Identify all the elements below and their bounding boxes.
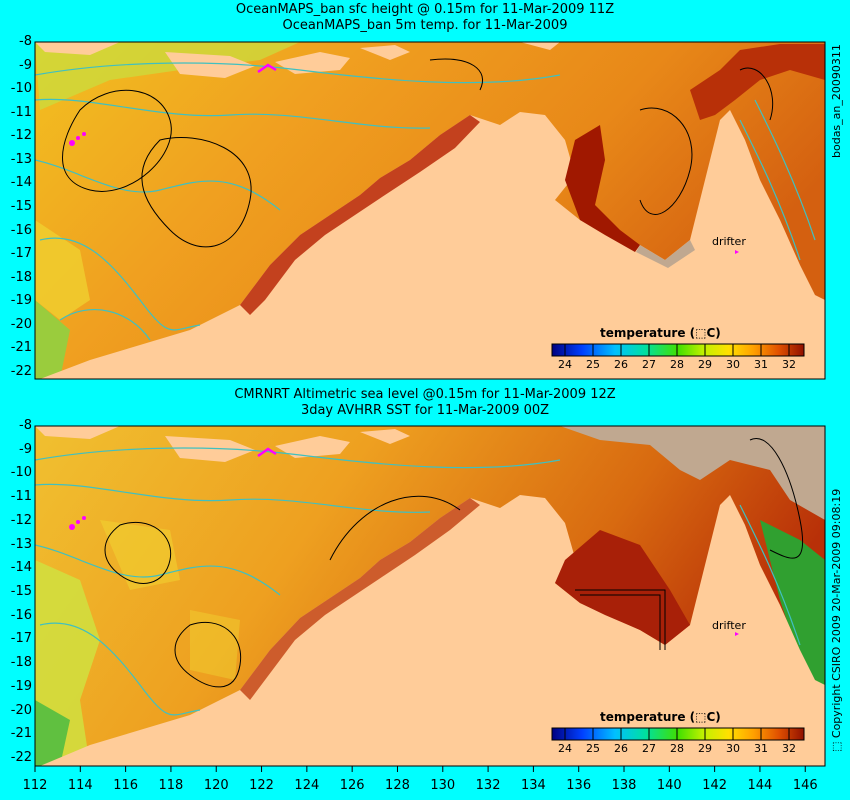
bottom-y-tick-label: -10 <box>10 465 32 481</box>
x-tick-label: 116 <box>113 778 139 793</box>
top-y-tick-label: -13 <box>10 151 32 167</box>
top-y-tick-label: -15 <box>10 199 32 214</box>
x-tick-label: 144 <box>747 778 773 793</box>
x-tick-label: 136 <box>566 778 592 793</box>
x-tick-label: 126 <box>339 778 365 793</box>
bottom-cyan-contours <box>35 447 801 716</box>
top-colorbar-tick-label: 29 <box>698 358 712 371</box>
top-y-tick-label: -12 <box>10 128 32 144</box>
x-tick-label: 138 <box>611 778 637 793</box>
top-drifter-track <box>257 63 277 74</box>
bottom-colorbar-ticks <box>564 728 790 740</box>
top-y-tick-label: -20 <box>10 316 32 332</box>
top-map-panel <box>35 42 825 379</box>
top-y-tick-label: -21 <box>10 340 32 356</box>
bottom-y-tick-label: -17 <box>10 631 32 647</box>
x-tick-label: 132 <box>475 778 501 793</box>
top-title-line1: OceanMAPS_ban sfc height @ 0.15m for 11-… <box>235 2 615 17</box>
bottom-colorbar-tick-label: 26 <box>614 742 628 755</box>
bottom-y-tick-label: -21 <box>10 726 32 742</box>
x-tick-label: 114 <box>67 778 93 793</box>
top-colorbar-tick-label: 28 <box>670 358 684 371</box>
bottom-side-label: ⬚ Copyright CSIRO 2009 20-Mar-2009 09:08… <box>830 488 843 752</box>
top-colorbar <box>551 343 805 357</box>
top-y-tick-label: -17 <box>10 246 32 262</box>
top-y-tick-label: -16 <box>10 222 32 238</box>
x-tick-label: 120 <box>203 778 229 793</box>
top-colorbar-ticks <box>564 344 790 356</box>
bottom-y-tick-label: -22 <box>10 750 32 765</box>
top-colorbar-tick-label: 32 <box>782 358 796 371</box>
bottom-y-tick-label: -16 <box>10 607 32 623</box>
bottom-drifter-marker <box>735 632 739 636</box>
bottom-black-contours <box>104 437 804 688</box>
top-australia-land <box>40 110 825 379</box>
top-colorbar-tick-label: 26 <box>614 358 628 371</box>
top-y-tick-label: -11 <box>10 104 32 120</box>
bottom-australia-land <box>40 495 825 766</box>
bottom-y-tick-label: -14 <box>10 560 32 576</box>
bottom-title-line1: CMRNRT Altimetric sea level @0.15m for 1… <box>234 387 616 402</box>
bottom-y-tick-label: -12 <box>10 512 32 528</box>
top-y-tick-label: -9 <box>19 57 32 73</box>
bottom-colorbar-tick-label: 28 <box>670 742 684 755</box>
top-colorbar-tick-label: 24 <box>558 358 572 371</box>
bottom-y-tick-label: -15 <box>10 584 32 599</box>
x-tick-label: 142 <box>702 778 728 793</box>
top-y-tick-label: -18 <box>10 269 32 285</box>
x-tick-label: 122 <box>249 778 274 793</box>
x-tick-label: 140 <box>656 778 682 793</box>
x-tick-label: 134 <box>520 778 546 793</box>
x-tick-label: 118 <box>158 778 184 793</box>
top-colorbar-tick-label: 31 <box>754 358 768 371</box>
bottom-colorbar-tick-label: 25 <box>586 742 600 755</box>
bottom-colorbar-tick-label: 32 <box>782 742 796 755</box>
top-drifter-marker <box>735 250 739 254</box>
x-tick-label: 130 <box>430 778 456 793</box>
bottom-colorbar-title: temperature (⬚C) <box>600 710 721 724</box>
bottom-no-data-area <box>560 426 825 520</box>
bottom-colorbar-tick-label: 27 <box>642 742 656 755</box>
bottom-y-tick-label: -20 <box>10 702 32 718</box>
bottom-y-tick-label: -11 <box>10 489 32 505</box>
bottom-colorbar-tick-label: 29 <box>698 742 712 755</box>
bottom-y-tick-label: -18 <box>10 655 32 671</box>
top-colorbar-tick-label: 27 <box>642 358 656 371</box>
top-black-contours <box>62 58 774 248</box>
top-y-tick-label: -10 <box>10 81 32 97</box>
top-y-tick-label: -14 <box>10 175 32 191</box>
x-tick-label: 128 <box>385 778 410 793</box>
bottom-colorbar <box>551 727 805 741</box>
top-side-label: bodas_an_20090311 <box>830 44 843 158</box>
bottom-y-tick-label: -8 <box>19 418 32 433</box>
top-y-tick-label: -19 <box>10 293 32 309</box>
bottom-y-tick-label: -9 <box>19 441 32 457</box>
x-tick-label: 146 <box>792 778 818 793</box>
bottom-drifter-track <box>257 447 277 458</box>
bottom-colorbar-tick-label: 31 <box>754 742 768 755</box>
top-colorbar-tick-label: 30 <box>726 358 740 371</box>
x-tick-label: 112 <box>22 778 48 793</box>
top-y-tick-label: -8 <box>19 34 32 49</box>
top-panel-frame <box>34 41 826 380</box>
bottom-map-panel <box>35 426 825 766</box>
top-drifter-label: drifter <box>712 235 746 248</box>
bottom-colorbar-tick-label: 30 <box>726 742 740 755</box>
bottom-panel-frame <box>34 425 826 767</box>
bottom-drifter-label: drifter <box>712 619 746 632</box>
x-tick-label: 124 <box>294 778 320 793</box>
bottom-colorbar-tick-label: 24 <box>558 742 572 755</box>
bottom-y-tick-label: -13 <box>10 536 32 552</box>
x-axis-ticks <box>34 766 806 772</box>
island-timor <box>165 52 255 78</box>
bottom-y-tick-label: -19 <box>10 678 32 694</box>
top-cyan-contours <box>35 62 816 341</box>
top-title-line2: OceanMAPS_ban 5m temp. for 11-Mar-2009 <box>282 18 568 33</box>
top-y-tick-label: -22 <box>10 364 32 379</box>
top-colorbar-tick-label: 25 <box>586 358 600 371</box>
bottom-title-line2: 3day AVHRR SST for 11-Mar-2009 00Z <box>300 403 550 418</box>
top-colorbar-title: temperature (⬚C) <box>600 326 721 340</box>
